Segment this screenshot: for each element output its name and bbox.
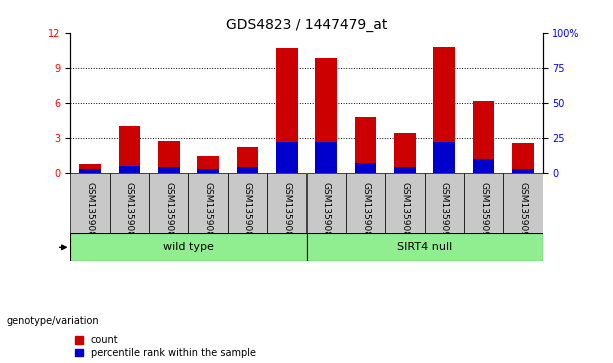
Text: genotype/variation: genotype/variation xyxy=(6,316,99,326)
Bar xyxy=(158,167,180,173)
Text: GSM1359088: GSM1359088 xyxy=(361,182,370,243)
Bar xyxy=(424,173,464,233)
Bar xyxy=(276,142,298,173)
Text: GSM1359090: GSM1359090 xyxy=(440,182,449,243)
Text: GSM1359089: GSM1359089 xyxy=(400,182,409,243)
Bar xyxy=(119,126,140,173)
Bar xyxy=(385,173,424,233)
Bar xyxy=(473,101,494,173)
Bar xyxy=(267,173,306,233)
Bar xyxy=(70,233,306,261)
Bar xyxy=(355,163,376,173)
Bar xyxy=(189,173,228,233)
Text: GSM1359082: GSM1359082 xyxy=(125,182,134,243)
Bar xyxy=(158,142,180,173)
Bar xyxy=(110,173,149,233)
Bar xyxy=(70,173,110,233)
Bar xyxy=(276,48,298,173)
Bar xyxy=(464,173,503,233)
Text: GSM1359087: GSM1359087 xyxy=(322,182,330,243)
Bar xyxy=(512,169,534,173)
Bar xyxy=(119,166,140,173)
Bar xyxy=(473,159,494,173)
Bar xyxy=(512,143,534,173)
Bar xyxy=(315,58,337,173)
Bar xyxy=(355,117,376,173)
Bar xyxy=(306,173,346,233)
Bar xyxy=(237,147,258,173)
Bar xyxy=(315,142,337,173)
Bar xyxy=(394,167,416,173)
Text: wild type: wild type xyxy=(163,242,214,252)
Bar xyxy=(503,173,543,233)
Text: GSM1359083: GSM1359083 xyxy=(164,182,173,243)
Text: SIRT4 null: SIRT4 null xyxy=(397,242,452,252)
Text: GSM1359081: GSM1359081 xyxy=(86,182,94,243)
Bar xyxy=(433,142,455,173)
Text: GSM1359092: GSM1359092 xyxy=(519,182,527,243)
Bar xyxy=(197,169,219,173)
Bar xyxy=(394,133,416,173)
Bar xyxy=(237,167,258,173)
Text: GSM1359084: GSM1359084 xyxy=(204,182,213,243)
Bar xyxy=(149,173,189,233)
Bar xyxy=(79,169,101,173)
Text: GSM1359086: GSM1359086 xyxy=(283,182,291,243)
Bar xyxy=(197,155,219,173)
Bar xyxy=(228,173,267,233)
Bar xyxy=(306,233,543,261)
Bar xyxy=(79,164,101,173)
Text: GSM1359091: GSM1359091 xyxy=(479,182,488,243)
Text: GSM1359085: GSM1359085 xyxy=(243,182,252,243)
Title: GDS4823 / 1447479_at: GDS4823 / 1447479_at xyxy=(226,18,387,32)
Bar xyxy=(346,173,385,233)
Bar xyxy=(433,47,455,173)
Legend: count, percentile rank within the sample: count, percentile rank within the sample xyxy=(75,335,256,358)
